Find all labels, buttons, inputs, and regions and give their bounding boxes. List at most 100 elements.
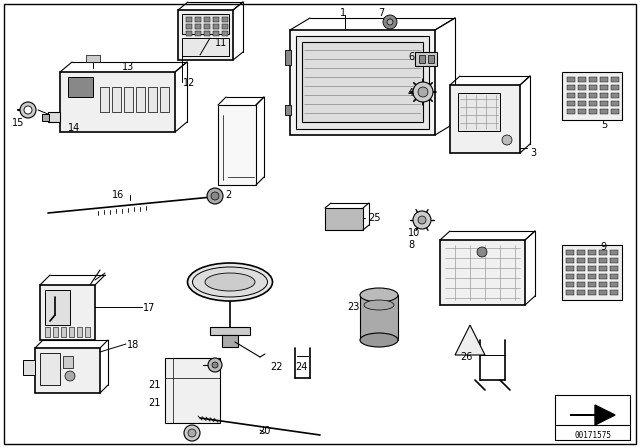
Bar xyxy=(610,274,618,279)
Bar xyxy=(577,266,585,271)
Ellipse shape xyxy=(205,273,255,291)
Text: 9: 9 xyxy=(600,242,606,252)
Text: 18: 18 xyxy=(127,340,140,350)
Circle shape xyxy=(387,19,393,25)
Circle shape xyxy=(20,102,36,118)
Bar xyxy=(611,85,619,90)
Bar xyxy=(195,24,201,29)
Bar xyxy=(567,93,575,98)
Circle shape xyxy=(184,425,200,441)
Text: 22: 22 xyxy=(270,362,282,372)
Text: 14: 14 xyxy=(68,123,80,133)
Circle shape xyxy=(208,358,222,372)
Polygon shape xyxy=(570,405,615,425)
Bar xyxy=(577,290,585,295)
Bar xyxy=(415,52,437,66)
Bar xyxy=(360,295,398,340)
Bar xyxy=(186,17,192,22)
Bar xyxy=(589,85,597,90)
Bar xyxy=(204,17,210,22)
Text: 23: 23 xyxy=(348,302,360,312)
Bar xyxy=(589,109,597,114)
Bar xyxy=(86,55,100,62)
Bar xyxy=(48,112,60,122)
Ellipse shape xyxy=(193,267,268,297)
Bar xyxy=(588,250,596,255)
Polygon shape xyxy=(455,325,485,355)
Bar xyxy=(222,31,228,36)
Bar xyxy=(562,245,622,300)
Bar xyxy=(555,395,630,440)
Bar xyxy=(222,24,228,29)
Bar xyxy=(68,77,93,97)
Bar xyxy=(195,31,201,36)
Bar xyxy=(186,31,192,36)
Text: 21: 21 xyxy=(148,398,161,408)
Bar xyxy=(40,285,95,340)
Bar xyxy=(210,327,250,335)
Bar xyxy=(600,85,608,90)
Bar xyxy=(213,31,219,36)
Text: 4: 4 xyxy=(408,88,414,98)
Bar xyxy=(100,87,109,112)
Bar xyxy=(124,87,133,112)
Text: 5: 5 xyxy=(601,120,607,130)
Ellipse shape xyxy=(360,333,398,347)
Bar xyxy=(599,266,607,271)
Bar xyxy=(588,274,596,279)
Bar xyxy=(69,327,74,337)
Bar xyxy=(325,208,363,230)
Text: 7: 7 xyxy=(378,8,384,18)
Bar xyxy=(296,36,429,129)
Bar xyxy=(77,327,82,337)
Bar xyxy=(195,17,201,22)
Bar xyxy=(610,266,618,271)
Bar xyxy=(45,327,50,337)
Bar xyxy=(45,290,70,325)
Bar xyxy=(60,72,175,132)
Text: 19: 19 xyxy=(228,264,240,274)
Bar xyxy=(599,282,607,287)
Bar xyxy=(578,85,586,90)
Bar xyxy=(600,109,608,114)
Bar xyxy=(578,109,586,114)
Bar xyxy=(450,85,520,153)
Text: 1: 1 xyxy=(340,8,346,18)
Bar xyxy=(222,335,238,347)
Bar xyxy=(458,93,500,131)
Text: 00171575: 00171575 xyxy=(575,431,611,439)
Ellipse shape xyxy=(188,263,273,301)
Bar xyxy=(566,290,574,295)
Bar xyxy=(35,348,100,393)
Bar xyxy=(165,358,220,423)
Text: 21: 21 xyxy=(148,380,161,390)
Bar xyxy=(611,101,619,106)
Bar xyxy=(285,50,291,65)
Text: 26: 26 xyxy=(460,352,472,362)
Text: 16: 16 xyxy=(112,190,124,200)
Bar xyxy=(160,87,169,112)
Circle shape xyxy=(212,362,218,368)
Circle shape xyxy=(24,106,32,114)
Text: 24: 24 xyxy=(295,362,307,372)
Ellipse shape xyxy=(360,288,398,302)
Bar xyxy=(567,85,575,90)
Bar xyxy=(182,38,229,56)
Bar xyxy=(578,93,586,98)
Circle shape xyxy=(211,192,219,200)
Bar xyxy=(567,77,575,82)
Circle shape xyxy=(418,87,428,97)
Bar xyxy=(218,105,256,185)
Bar xyxy=(567,101,575,106)
Ellipse shape xyxy=(364,300,394,310)
Bar xyxy=(610,250,618,255)
Circle shape xyxy=(418,216,426,224)
Text: 15: 15 xyxy=(12,118,24,128)
Text: 8: 8 xyxy=(408,240,414,250)
Circle shape xyxy=(383,15,397,29)
Bar xyxy=(610,290,618,295)
Circle shape xyxy=(413,211,431,229)
Bar xyxy=(562,72,622,120)
Text: 25: 25 xyxy=(368,213,381,223)
Text: 3: 3 xyxy=(530,148,536,158)
